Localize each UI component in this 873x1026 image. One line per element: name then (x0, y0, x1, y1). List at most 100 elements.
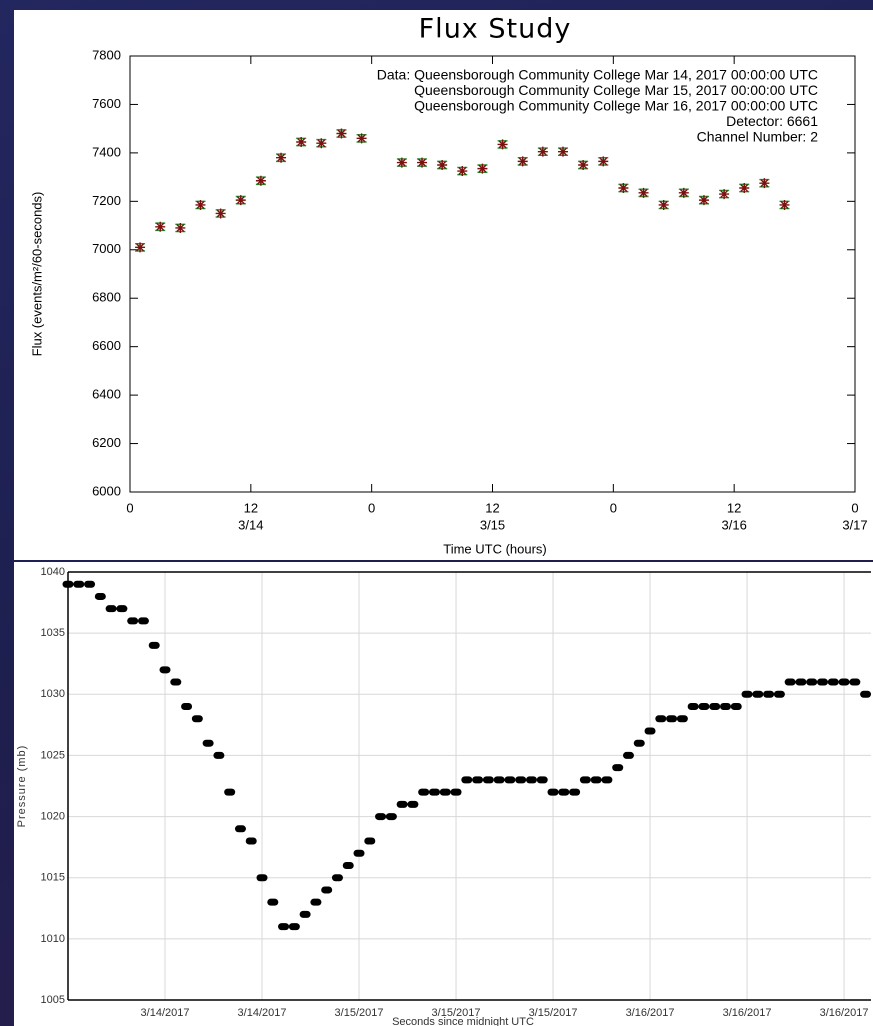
data-point (752, 690, 764, 698)
data-point (356, 133, 367, 144)
data-point (155, 221, 166, 232)
data-point (477, 163, 488, 174)
annotation: Queensborough Community College Mar 16, … (414, 98, 818, 114)
data-point (784, 678, 796, 686)
data-point (342, 861, 354, 869)
x-date-label: 3/14 (238, 517, 263, 532)
data-point (558, 788, 570, 796)
data-point (730, 703, 742, 711)
x-date-label: 3/16 (722, 517, 747, 532)
data-point (719, 703, 731, 711)
y-tick-label: 7600 (92, 96, 121, 111)
data-point (170, 678, 182, 686)
data-point (638, 187, 649, 198)
y-tick-label: 7200 (92, 193, 121, 208)
data-point (159, 666, 171, 674)
annotation: Data: Queensborough Community College Ma… (377, 67, 818, 83)
data-point (234, 825, 246, 833)
data-point (195, 199, 206, 210)
data-point (504, 776, 516, 784)
pressure-chart: 1005 1010 1015 1020 1025 1030 1035 1040 3/14/201… (16, 566, 871, 1026)
annotation: Queensborough Community College Mar 15, … (414, 82, 818, 98)
data-point (255, 175, 266, 186)
data-point (590, 776, 602, 784)
data-point (739, 183, 750, 194)
data-point (181, 703, 193, 711)
x-tick-label: 3/15/2017 (432, 1007, 481, 1019)
data-point (482, 776, 494, 784)
data-point (407, 800, 419, 808)
data-point (622, 751, 634, 759)
data-point (493, 776, 505, 784)
data-point (84, 580, 96, 588)
x-tick-label: 12 (485, 500, 499, 515)
x-axis-label: Time UTC (hours) (443, 541, 547, 556)
annotation: Channel Number: 2 (697, 129, 819, 145)
data-point (316, 138, 327, 149)
data-point (849, 678, 861, 686)
data-point (741, 690, 753, 698)
x-tick-label: 0 (851, 500, 858, 515)
data-point (310, 898, 322, 906)
data-point (537, 146, 548, 157)
data-point (497, 139, 508, 150)
data-point (245, 837, 257, 845)
data-point (578, 160, 589, 170)
data-point (428, 788, 440, 796)
data-point (525, 776, 537, 784)
data-point (137, 617, 149, 625)
data-point (215, 208, 226, 219)
data-point (698, 703, 710, 711)
data-point (759, 178, 770, 189)
x-tick-label: 0 (368, 500, 375, 515)
data-point (557, 146, 568, 157)
data-point (105, 605, 117, 613)
y-tick-label: 6800 (92, 290, 121, 305)
data-point (276, 152, 287, 163)
data-point (658, 199, 669, 210)
y-tick-label: 1035 (41, 627, 65, 639)
data-point (336, 128, 347, 139)
x-tick-label: 0 (610, 500, 617, 515)
data-point (396, 800, 408, 808)
data-point (806, 678, 818, 686)
data-point (515, 776, 527, 784)
data-point (547, 788, 559, 796)
chart-title: Flux Study (419, 14, 572, 45)
data-point (827, 678, 839, 686)
data-point (579, 776, 591, 784)
x-date-label: 3/17 (842, 517, 867, 532)
data-point (278, 923, 290, 931)
data-point (709, 703, 721, 711)
data-point (175, 222, 186, 233)
data-point (644, 727, 656, 735)
data-point (417, 157, 428, 168)
y-tick-label: 1015 (41, 872, 65, 884)
data-point (472, 776, 484, 784)
x-tick-label: 3/15/2017 (335, 1007, 384, 1019)
x-tick-label: 3/16/2017 (723, 1007, 772, 1019)
data-point (127, 617, 139, 625)
y-tick-label: 1010 (41, 933, 65, 945)
y-tick-label: 7000 (92, 241, 121, 256)
data-point (687, 703, 699, 711)
y-tick-label: 6600 (92, 338, 121, 353)
data-point (191, 715, 203, 723)
flux-chart: 6000 6200 6400 6600 6800 7000 7200 7400 7600 7800… (29, 14, 867, 557)
y-tick-label: 6000 (92, 483, 121, 498)
data-point (698, 195, 709, 206)
x-tick-label: 3/14/2017 (238, 1007, 287, 1019)
data-point (94, 592, 106, 600)
data-point (267, 898, 279, 906)
x-tick-label: 3/15/2017 (529, 1007, 578, 1019)
data-point (816, 678, 828, 686)
x-tick-label: 12 (727, 500, 741, 515)
data-point (450, 788, 462, 796)
data-point (612, 764, 624, 772)
data-point (296, 136, 307, 147)
y-tick-label: 1030 (41, 688, 65, 700)
data-point (135, 242, 146, 253)
x-tick-label: 3/14/2017 (141, 1007, 190, 1019)
data-point (353, 849, 365, 857)
